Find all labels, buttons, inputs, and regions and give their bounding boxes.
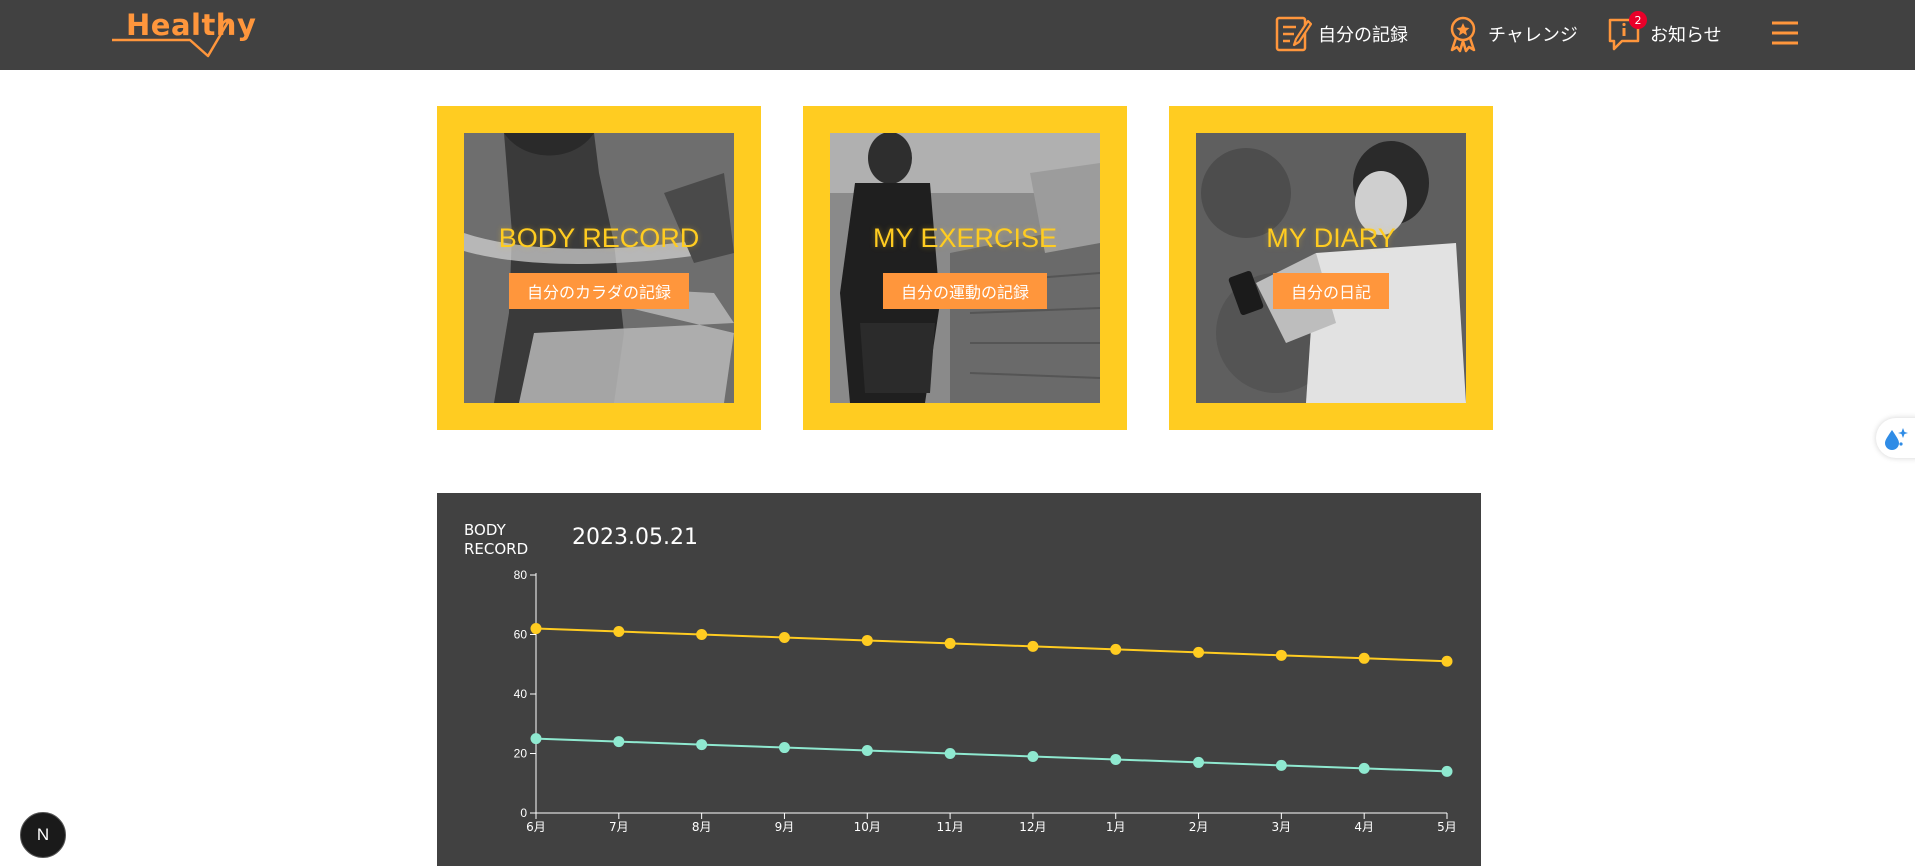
side-floating-button[interactable] (1876, 418, 1915, 458)
y-tick-label: 20 (514, 747, 528, 761)
y-tick-label: 0 (520, 806, 527, 820)
series-1-point (1110, 753, 1122, 765)
card-my-exercise-title: MY EXERCISE (872, 223, 1058, 253)
card-body-record-title: BODY RECORD (498, 223, 700, 253)
series-0-point (1110, 643, 1122, 655)
series-1-point (861, 745, 873, 757)
card-my-diary-title: MY DIARY (1266, 223, 1396, 253)
card-my-exercise-subtitle: 自分の運動の記録 (882, 273, 1048, 309)
series-0-point (1027, 640, 1039, 652)
series-0-point (696, 629, 708, 640)
series-0-point (1193, 646, 1205, 658)
series-0-point (1441, 655, 1453, 667)
series-1-point (613, 736, 625, 748)
card-my-diary-subtitle: 自分の日記 (1272, 273, 1390, 309)
x-tick-label: 4月 (1354, 820, 1374, 834)
series-1-point (944, 748, 956, 759)
x-tick-label: 10月 (854, 820, 881, 834)
card-my-exercise[interactable]: MY EXERCISE 自分の運動の記録 (803, 106, 1127, 430)
series-1-point (1441, 765, 1453, 777)
x-tick-label: 3月 (1272, 820, 1292, 834)
x-tick-label: 1月 (1106, 820, 1126, 834)
nav-my-records[interactable]: 自分の記録 (1274, 14, 1408, 54)
series-0-point (530, 623, 542, 635)
y-tick-label: 60 (514, 628, 528, 642)
body-record-line-chart: 0 20 40 60 80 6月 7月 8月 9月 10月 11月 12月 1月 2月 3月 4月 5月 (514, 568, 1457, 834)
series-0-point (1358, 652, 1370, 664)
nav-news[interactable]: 2 お知らせ (1606, 11, 1722, 54)
series-1-point (1027, 750, 1039, 762)
healthy-logo[interactable]: Healthy (110, 6, 256, 60)
nav-news-label: お知らせ (1650, 25, 1722, 46)
info-icon: 2 (1606, 11, 1647, 53)
series-0-line (535, 627, 1448, 663)
series-1-point (1358, 762, 1370, 774)
series-0-point (944, 637, 956, 649)
medal-icon (1444, 15, 1482, 53)
y-tick-label: 80 (514, 568, 528, 582)
x-tick-label: 6月 (526, 820, 546, 834)
next-dev-indicator[interactable]: N (20, 812, 66, 858)
series-0-point (861, 634, 873, 646)
card-body-record-image: BODY RECORD 自分のカラダの記録 (464, 133, 734, 403)
logo-text: Healthy (126, 8, 257, 42)
body-record-chart-panel: BODY RECORD 2023.05.21 0 20 40 60 80 6月 7月 8月 9月… (437, 493, 1481, 866)
series-1-point (1275, 759, 1287, 771)
card-my-diary[interactable]: MY DIARY 自分の日記 (1169, 106, 1493, 430)
x-tick-label: 7月 (609, 820, 629, 834)
notification-badge: 2 (1629, 11, 1647, 29)
series-1-point (696, 739, 708, 751)
x-tick-label: 2月 (1189, 820, 1209, 834)
series-1-line (535, 737, 1448, 773)
y-tick-label: 40 (514, 687, 528, 701)
x-tick-label: 9月 (775, 820, 795, 834)
top-header: Healthy 自分の記録 チャレンジ (0, 0, 1915, 70)
hamburger-menu-icon[interactable] (1770, 20, 1800, 46)
series-1-point (778, 742, 790, 754)
chart-label: BODY RECORD (464, 521, 529, 558)
series-0-point (778, 631, 790, 643)
series-0-point (613, 626, 625, 638)
card-my-diary-image: MY DIARY 自分の日記 (1196, 133, 1466, 403)
nav-my-records-label: 自分の記録 (1318, 25, 1408, 46)
card-body-record-subtitle: 自分のカラダの記録 (508, 273, 690, 309)
nav-challenge[interactable]: チャレンジ (1444, 14, 1578, 54)
chart-date: 2023.05.21 (572, 525, 698, 550)
memo-icon (1274, 15, 1313, 53)
x-tick-label: 12月 (1019, 820, 1046, 834)
series-0-point (1275, 649, 1287, 661)
x-tick-label: 8月 (692, 820, 712, 834)
card-my-exercise-image: MY EXERCISE 自分の運動の記録 (830, 133, 1100, 403)
nav-challenge-label: チャレンジ (1488, 25, 1578, 46)
water-drop-sparkle-icon (1885, 428, 1908, 450)
series-1-point (530, 733, 542, 745)
series-1-point (1193, 756, 1205, 768)
x-tick-label: 5月 (1437, 820, 1457, 834)
x-tick-label: 11月 (936, 820, 963, 834)
card-body-record[interactable]: BODY RECORD 自分のカラダの記録 (437, 106, 761, 430)
